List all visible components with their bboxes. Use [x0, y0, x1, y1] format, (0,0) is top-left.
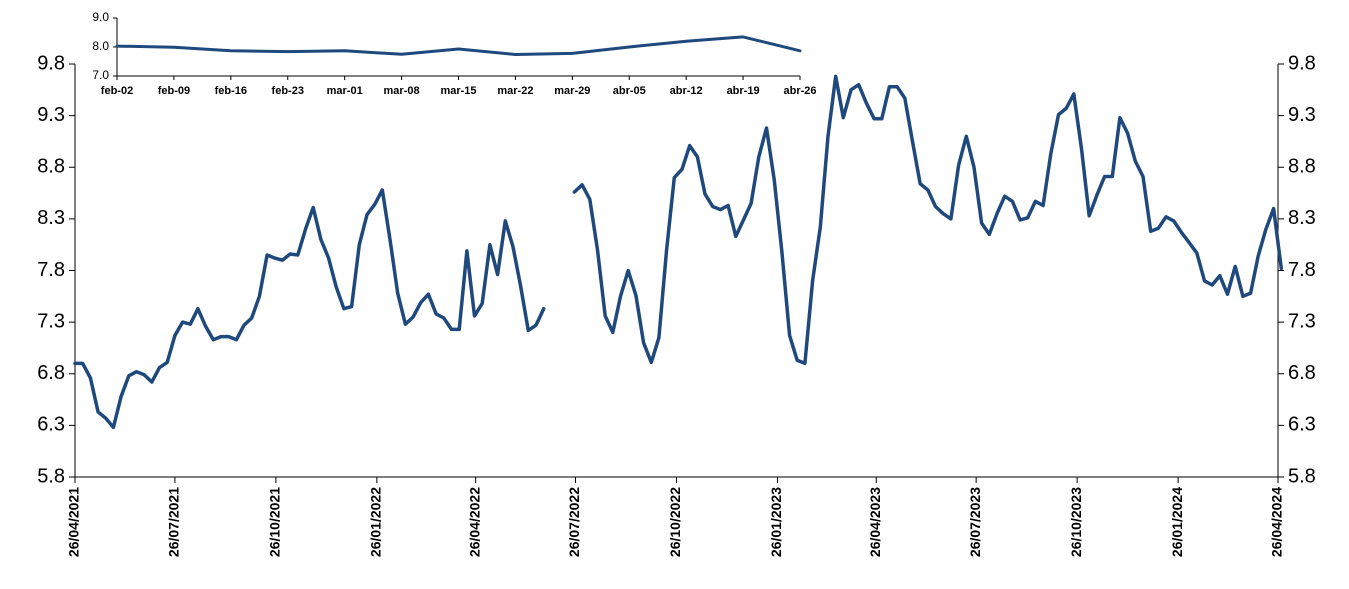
inset-x-tick-label: feb-09	[158, 85, 190, 97]
left-y-tick-label: 8.8	[37, 156, 65, 178]
x-tick-label: 26/04/2024	[1269, 487, 1285, 557]
x-tick-label: 26/10/2023	[1068, 487, 1084, 557]
right-y-tick-label: 8.8	[1288, 156, 1316, 178]
left-y-tick-label: 9.3	[37, 104, 65, 126]
right-y-tick-label: 7.8	[1288, 259, 1316, 281]
inset-x-tick-label: mar-08	[384, 85, 420, 97]
inset-x-tick-label: feb-23	[272, 85, 304, 97]
x-tick-label: 26/07/2021	[166, 487, 182, 557]
left-y-tick-label: 9.8	[37, 52, 65, 74]
series-line-segment	[73, 188, 546, 430]
inset-x-tick-label: mar-15	[440, 85, 476, 97]
x-tick-label: 26/10/2021	[267, 487, 283, 557]
x-tick-label: 26/04/2021	[66, 487, 82, 557]
right-y-tick-label: 9.3	[1288, 104, 1316, 126]
inset-x-tick-label: mar-29	[554, 85, 590, 97]
left-y-tick-label: 7.8	[37, 259, 65, 281]
inset-series-line	[115, 35, 802, 56]
inset-x-tick-label: abr-26	[783, 85, 816, 97]
x-tick-label: 26/07/2023	[967, 487, 983, 557]
x-tick-label: 26/01/2024	[1169, 487, 1185, 557]
left-y-tick-label: 5.8	[37, 465, 65, 487]
left-y-tick-label: 6.3	[37, 414, 65, 436]
left-y-tick-label: 8.3	[37, 207, 65, 229]
inset-y-tick-label: 9.0	[92, 10, 109, 24]
right-y-tick-label: 8.3	[1288, 207, 1316, 229]
left-y-tick-label: 7.3	[37, 310, 65, 332]
inset-x-tick-label: feb-02	[101, 85, 133, 97]
right-y-tick-label: 6.8	[1288, 362, 1316, 384]
x-tick-label: 26/07/2022	[566, 487, 582, 557]
inset-y-tick-label: 8.0	[92, 39, 109, 53]
series-line-segment	[572, 74, 1284, 366]
right-y-tick-label: 7.3	[1288, 310, 1316, 332]
right-y-tick-label: 9.8	[1288, 52, 1316, 74]
x-tick-label: 26/01/2023	[768, 487, 784, 557]
x-tick-label: 26/04/2022	[466, 487, 482, 557]
main-chart: 5.8 5.8 6.3 6.3 6.8 6.8 7.3 7.3 7.8 7.8 8.3 8.3 8.8 8…	[37, 52, 1316, 557]
x-tick-label: 26/01/2022	[368, 487, 384, 557]
x-tick-label: 26/04/2023	[867, 487, 883, 557]
inset-x-tick-label: feb-16	[215, 85, 247, 97]
inset-x-tick-label: mar-01	[327, 85, 363, 97]
inset-x-tick-label: mar-22	[497, 85, 533, 97]
inset-x-tick-label: abr-19	[727, 85, 760, 97]
inset-y-tick-label: 7.0	[92, 68, 109, 82]
right-y-tick-label: 5.8	[1288, 465, 1316, 487]
inset-chart: 7.0 8.0 9.0 feb-02 feb-09 feb-16 feb-23 mar-01 m…	[92, 10, 816, 97]
inset-x-tick-label: abr-12	[670, 85, 703, 97]
x-tick-label: 26/10/2022	[667, 487, 683, 557]
left-y-tick-label: 6.8	[37, 362, 65, 384]
inset-x-tick-label: abr-05	[613, 85, 646, 97]
right-y-tick-label: 6.3	[1288, 414, 1316, 436]
